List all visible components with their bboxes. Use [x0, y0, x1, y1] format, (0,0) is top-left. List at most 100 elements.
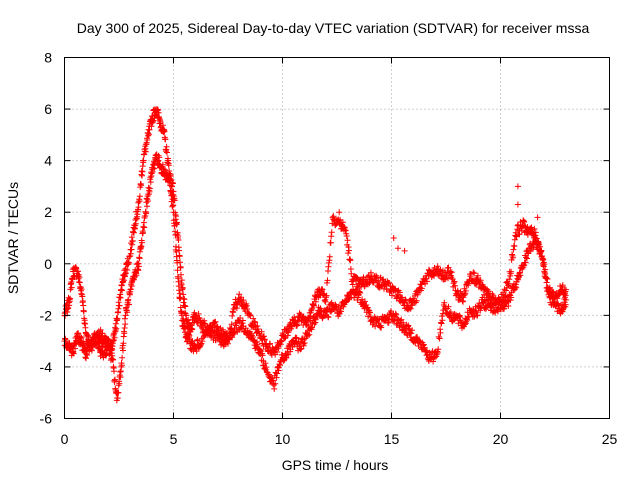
- data-point: [116, 302, 123, 309]
- data-point: [141, 224, 148, 231]
- data-point: [168, 192, 175, 199]
- data-point: [386, 280, 393, 286]
- data-point: [135, 267, 142, 274]
- y-axis-label: SDTVAR / TECUs: [5, 182, 21, 294]
- data-point: [365, 313, 372, 320]
- data-point: [120, 278, 126, 285]
- data-point: [562, 294, 568, 301]
- data-point: [126, 259, 132, 266]
- data-point: [229, 334, 236, 341]
- data-point: [164, 149, 170, 156]
- data-point: [93, 331, 100, 338]
- y-tick-label: -2: [40, 307, 53, 323]
- data-point: [156, 154, 163, 161]
- data-point: [181, 302, 188, 309]
- data-point: [180, 291, 187, 298]
- data-point: [177, 264, 184, 271]
- data-point: [464, 317, 471, 324]
- data-point: [177, 295, 184, 302]
- data-point: [139, 168, 146, 175]
- x-tick-label: 20: [493, 431, 509, 447]
- data-point: [142, 148, 149, 155]
- data-point: [165, 162, 172, 169]
- data-point: [297, 346, 304, 353]
- data-point: [461, 321, 468, 328]
- data-point: [75, 330, 82, 337]
- outlier-point: [514, 183, 521, 190]
- data-point: [289, 323, 295, 330]
- data-point: [502, 303, 508, 310]
- data-point: [124, 309, 131, 316]
- y-tick-label: 4: [44, 153, 52, 169]
- data-point: [508, 268, 515, 275]
- data-point: [86, 346, 93, 353]
- data-point: [147, 179, 154, 186]
- x-tick-label: 25: [602, 431, 618, 447]
- y-tick-label: -4: [40, 359, 53, 375]
- data-point: [121, 277, 127, 284]
- data-point: [169, 196, 176, 203]
- data-point: [434, 263, 441, 270]
- data-point: [119, 287, 126, 294]
- data-point: [181, 296, 188, 303]
- data-point: [418, 285, 425, 292]
- data-point: [477, 277, 484, 284]
- data-point: [267, 340, 273, 347]
- data-point: [85, 333, 92, 340]
- data-point: [474, 312, 481, 319]
- data-point: [72, 345, 79, 352]
- data-point: [132, 220, 139, 227]
- data-point: [524, 255, 530, 262]
- data-point: [289, 344, 296, 350]
- outlier-point: [401, 247, 408, 254]
- data-point: [448, 269, 455, 276]
- outlier-point: [514, 201, 521, 208]
- data-point: [323, 292, 330, 299]
- data-point: [79, 293, 86, 300]
- data-point: [365, 281, 372, 288]
- data-point: [161, 128, 168, 135]
- data-point: [304, 332, 311, 339]
- data-point: [178, 312, 185, 319]
- data-point: [138, 243, 145, 250]
- data-point: [259, 352, 266, 359]
- tick-labels: 0 5 10 15 20 25 -6 -4 -2 0 2 4 6 8: [40, 50, 618, 448]
- data-point: [134, 260, 141, 267]
- x-tick-label: 15: [384, 431, 400, 447]
- data-point: [80, 338, 87, 345]
- data-point: [300, 342, 307, 349]
- data-point: [157, 119, 164, 125]
- data-point: [250, 315, 257, 322]
- data-point: [436, 335, 443, 342]
- data-point: [312, 316, 319, 323]
- data-point: [523, 254, 529, 261]
- data-point: [173, 243, 179, 250]
- data-point: [122, 321, 129, 328]
- data-point: [247, 312, 254, 319]
- data-point: [112, 376, 118, 383]
- data-point: [449, 317, 456, 324]
- data-point: [538, 247, 545, 254]
- data-point: [396, 289, 403, 296]
- data-point: [319, 286, 326, 293]
- data-point: [409, 327, 416, 334]
- data-point: [145, 184, 152, 191]
- data-point: [117, 374, 124, 381]
- data-point: [326, 253, 333, 260]
- data-point: [80, 302, 87, 309]
- x-tick-label: 5: [170, 431, 178, 447]
- data-point: [76, 279, 83, 286]
- data-point: [505, 303, 512, 309]
- data-point: [445, 264, 452, 271]
- chart-title: Day 300 of 2025, Sidereal Day-to-day VTE…: [77, 20, 590, 36]
- data-point: [311, 302, 317, 309]
- y-tick-label: -6: [40, 411, 53, 427]
- data-point: [508, 294, 515, 301]
- data-point: [182, 324, 189, 331]
- data-point: [343, 233, 350, 239]
- data-point: [193, 348, 200, 355]
- data-point: [148, 123, 155, 130]
- data-point: [102, 352, 109, 359]
- data-point: [163, 143, 170, 150]
- data-point: [562, 286, 569, 293]
